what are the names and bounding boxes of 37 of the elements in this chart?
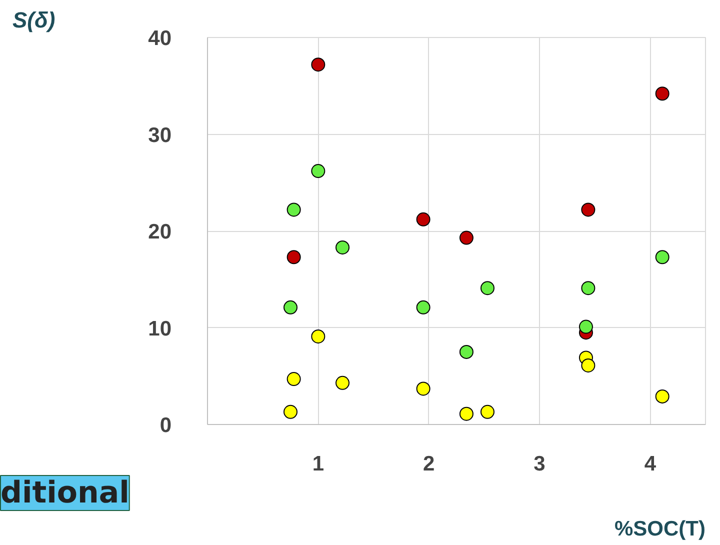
point bbox=[336, 376, 350, 390]
y-tick-label: 40 bbox=[148, 27, 172, 50]
point bbox=[286, 250, 301, 264]
y-tick-label: 30 bbox=[148, 124, 172, 147]
point bbox=[311, 164, 326, 178]
point bbox=[311, 329, 326, 344]
point bbox=[284, 300, 298, 314]
point bbox=[284, 404, 298, 419]
point bbox=[655, 389, 670, 404]
point bbox=[311, 58, 326, 72]
point bbox=[416, 382, 430, 396]
point bbox=[480, 404, 494, 419]
point bbox=[286, 202, 301, 217]
point bbox=[416, 212, 430, 226]
point bbox=[480, 281, 494, 296]
point bbox=[655, 250, 670, 264]
point bbox=[286, 372, 301, 386]
y-tick-label: 0 bbox=[160, 414, 172, 437]
point bbox=[459, 230, 474, 245]
point bbox=[581, 281, 596, 296]
x-axis-title: %SOC(T) bbox=[614, 518, 706, 540]
point bbox=[578, 320, 593, 334]
point bbox=[459, 344, 474, 359]
point bbox=[655, 86, 670, 101]
point bbox=[336, 240, 350, 254]
x-tick-label: 3 bbox=[534, 452, 546, 476]
x-tick-label: 1 bbox=[312, 452, 324, 476]
y-tick-label: 10 bbox=[148, 317, 172, 340]
y-axis-title: S(δ) bbox=[12, 8, 56, 32]
x-tick-label: 2 bbox=[422, 452, 435, 476]
point bbox=[581, 202, 596, 217]
point bbox=[581, 358, 596, 372]
x-tick-label: 4 bbox=[644, 452, 656, 476]
point bbox=[416, 300, 430, 314]
point bbox=[459, 406, 474, 421]
text: ditional bbox=[0, 476, 130, 510]
y-tick-label: 20 bbox=[148, 220, 172, 244]
